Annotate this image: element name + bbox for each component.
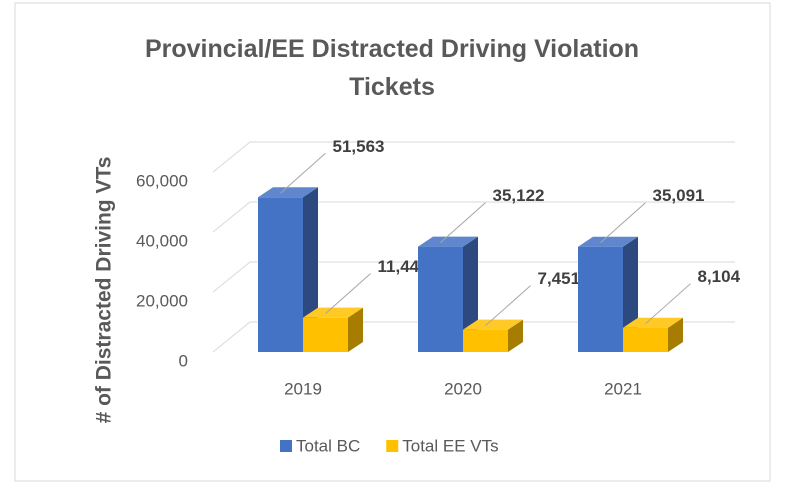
y-axis-label: # of Distracted Driving VTs <box>93 157 116 424</box>
legend-label: Total EE VTs <box>402 436 498 455</box>
legend-label: Total BC <box>296 436 360 455</box>
value-label: 7,451 <box>538 269 581 288</box>
bar-side <box>348 307 363 352</box>
bar <box>303 317 348 352</box>
bar-top <box>303 307 363 318</box>
leader-line <box>600 202 646 244</box>
bar-top <box>578 236 638 247</box>
chart-title: Provincial/EE Distracted Driving Violati… <box>144 35 640 101</box>
legend-swatch <box>386 440 399 452</box>
bar-side <box>508 319 523 352</box>
value-label: 51,563 <box>333 137 385 156</box>
leader-line <box>440 202 486 244</box>
leader-line <box>485 285 531 327</box>
grid-line <box>212 321 735 353</box>
chart-border <box>14 2 771 482</box>
x-tick-label: 2021 <box>604 379 642 398</box>
grid-line <box>212 201 735 233</box>
value-label: 35,122 <box>493 186 545 205</box>
bar <box>623 327 668 352</box>
y-tick-label: 0 <box>179 351 188 370</box>
bar-top <box>258 187 318 198</box>
bar-side <box>668 317 683 352</box>
x-tick-label: 2020 <box>444 379 482 398</box>
value-label: 8,104 <box>698 267 741 286</box>
bar <box>578 246 623 352</box>
value-label: 35,091 <box>653 186 705 205</box>
leader-line <box>645 283 691 325</box>
bar <box>258 197 303 352</box>
legend-swatch <box>280 440 292 452</box>
leader-line <box>280 152 326 194</box>
grid-line <box>212 141 735 173</box>
value-label: 11,441 <box>378 257 429 276</box>
bar-top <box>418 236 478 247</box>
y-tick-label: 60,000 <box>136 171 188 190</box>
y-tick-label: 40,000 <box>136 231 188 250</box>
bar <box>463 329 508 352</box>
bar-top <box>623 317 683 328</box>
x-tick-label: 2019 <box>284 379 322 398</box>
leader-line <box>325 273 371 315</box>
grid-line <box>212 261 735 293</box>
y-tick-label: 20,000 <box>136 291 188 310</box>
bar-top <box>463 319 523 330</box>
bar <box>418 246 463 352</box>
